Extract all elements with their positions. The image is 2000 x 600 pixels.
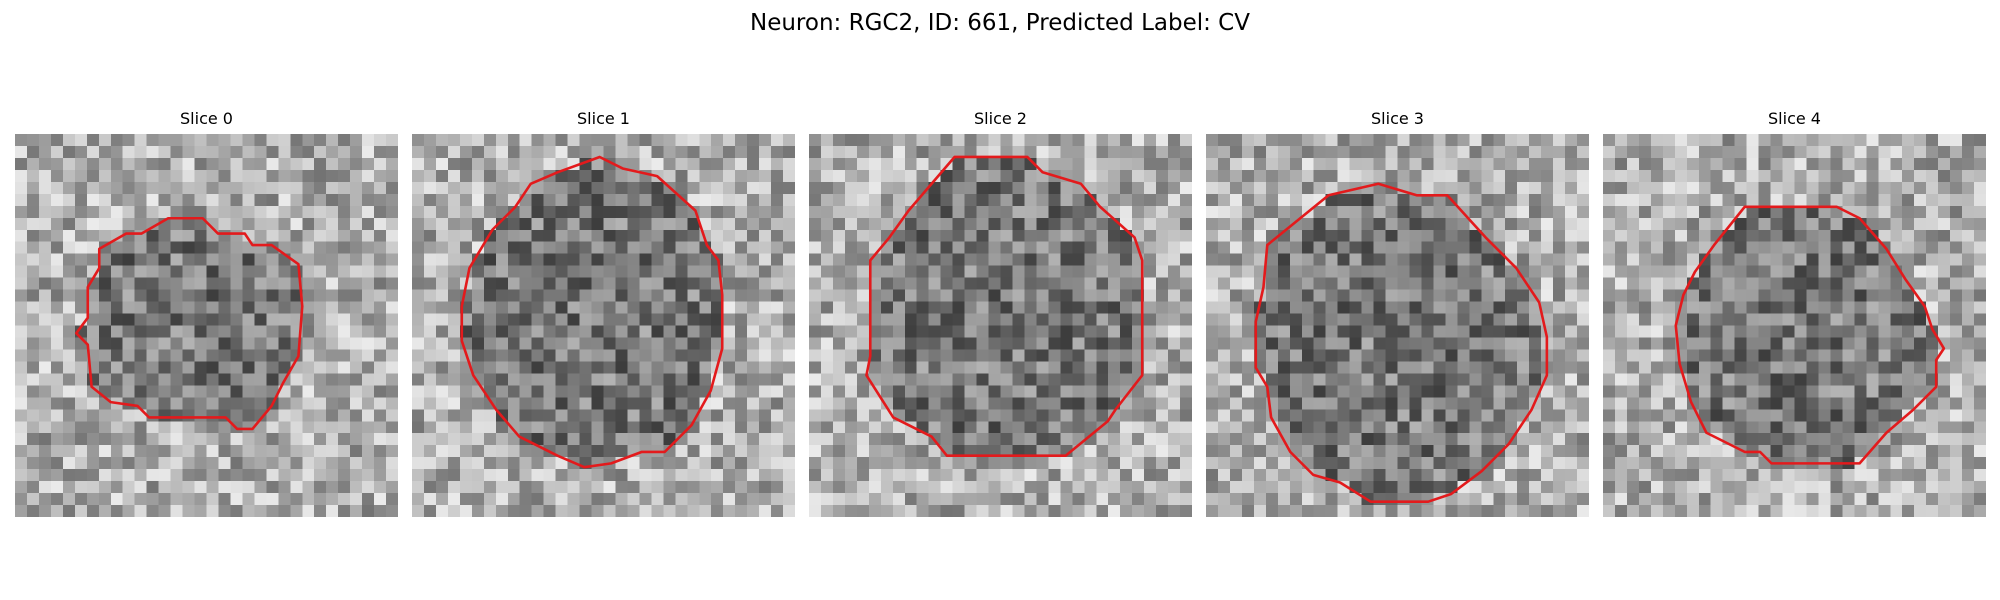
slice-title: Slice 3 — [1371, 109, 1424, 128]
pixel-grid — [412, 134, 795, 517]
slice-image-1 — [412, 134, 795, 517]
slice-panel-4: Slice 4 — [1603, 108, 1986, 520]
slice-image-2 — [809, 134, 1192, 517]
slice-panel-0: Slice 0 — [15, 108, 398, 520]
slice-panel-3: Slice 3 — [1206, 108, 1589, 520]
segmentation-contour — [1256, 184, 1547, 502]
pixel-grid — [1603, 134, 1986, 517]
segmentation-contour — [76, 218, 302, 429]
slice-title: Slice 0 — [180, 109, 233, 128]
slice-title: Slice 4 — [1768, 109, 1821, 128]
slice-title: Slice 1 — [577, 109, 630, 128]
figure-title: Neuron: RGC2, ID: 661, Predicted Label: … — [750, 10, 1250, 36]
slice-image-3 — [1206, 134, 1589, 517]
slice-title: Slice 2 — [974, 109, 1027, 128]
slice-panel-1: Slice 1 — [412, 108, 795, 520]
pixel-grid — [15, 134, 398, 517]
pixel-grid — [809, 134, 1192, 517]
slice-image-0 — [15, 134, 398, 517]
segmentation-contour — [462, 157, 722, 467]
segmentation-contour — [1676, 207, 1944, 464]
slice-image-4 — [1603, 134, 1986, 517]
segmentation-contour — [866, 157, 1142, 456]
slice-panel-2: Slice 2 — [809, 108, 1192, 520]
pixel-grid — [1206, 134, 1589, 517]
